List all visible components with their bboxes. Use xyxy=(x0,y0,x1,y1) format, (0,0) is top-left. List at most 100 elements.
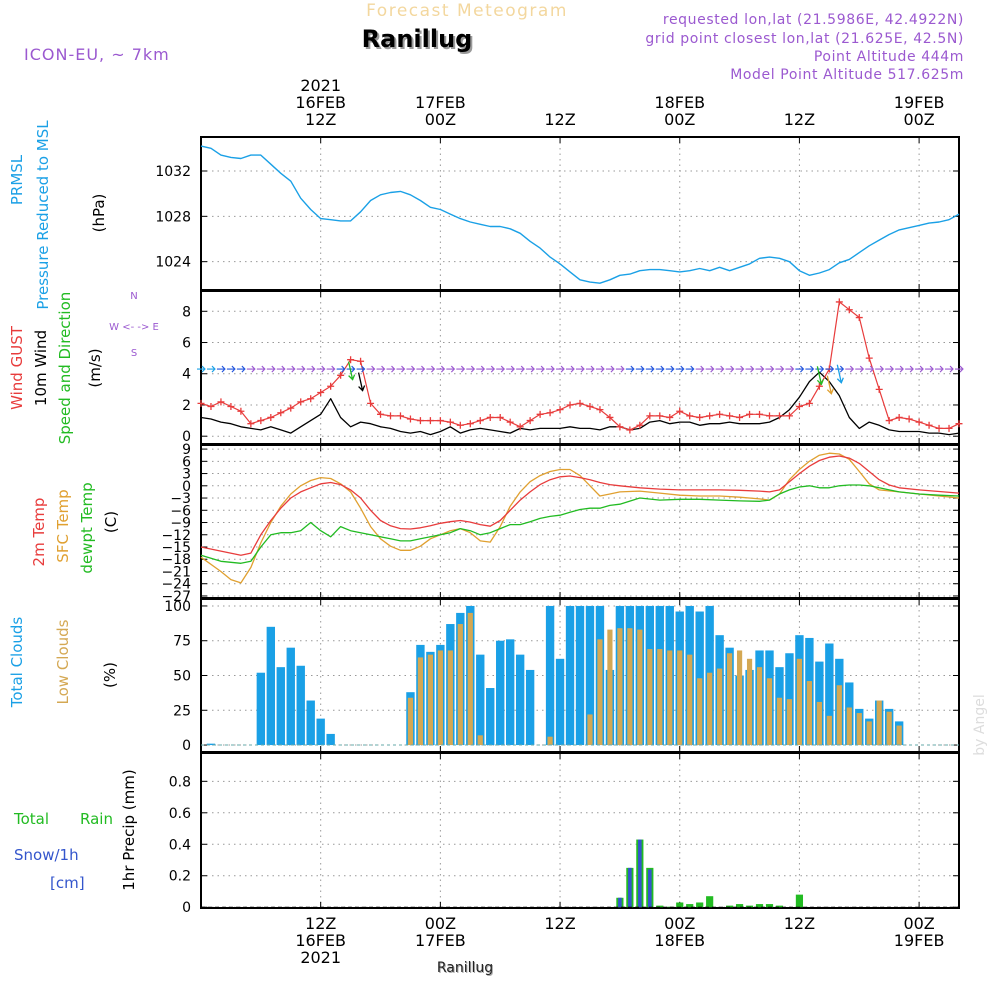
gust-marker xyxy=(596,406,604,414)
wind-direction-arrow xyxy=(236,365,246,373)
wind-direction-arrow xyxy=(506,365,515,373)
low-cloud-bar xyxy=(856,713,862,746)
y-tick-label: 8 xyxy=(182,304,191,320)
low-cloud-bar xyxy=(896,725,902,746)
wind-direction-arrow xyxy=(845,365,855,373)
low-cloud-bar xyxy=(756,667,763,746)
gust-marker xyxy=(197,399,205,407)
rain-bar xyxy=(735,904,744,908)
low-cloud-bar xyxy=(667,650,673,746)
gust-marker xyxy=(895,413,903,421)
low-cloud-bar xyxy=(736,650,743,746)
gust-marker xyxy=(516,423,524,431)
gust-marker xyxy=(835,298,843,306)
wind-direction-arrow xyxy=(546,365,555,373)
wind-direction-arrow xyxy=(266,365,276,373)
wind-direction-arrow xyxy=(775,365,785,373)
gust-marker xyxy=(955,420,963,428)
gust-marker xyxy=(327,382,335,390)
wind-direction-arrow xyxy=(945,365,954,373)
gust-marker xyxy=(606,413,614,421)
low-cloud-bar xyxy=(866,721,872,746)
gust-marker xyxy=(696,413,704,421)
low-cloud-bar xyxy=(467,612,473,746)
gust-marker xyxy=(227,403,235,411)
gust-marker xyxy=(815,382,823,390)
wind-direction-arrow xyxy=(246,365,256,373)
wind-direction-arrow xyxy=(226,365,236,373)
total-cloud-bar xyxy=(316,718,325,746)
gust-marker xyxy=(217,398,225,406)
wind-direction-arrow xyxy=(705,365,715,373)
location-title: Ranillug xyxy=(362,25,473,53)
wind-direction-arrow xyxy=(496,365,505,373)
peak-direction-arrow xyxy=(836,364,844,384)
grid-point-coords: grid point closest lon,lat (21.625E, 42.… xyxy=(645,31,964,47)
peak-direction-arrow xyxy=(347,361,356,381)
total-cloud-bar xyxy=(825,643,834,746)
wind-direction-arrow xyxy=(885,365,894,373)
total-cloud-bar xyxy=(496,640,505,746)
panel-frame xyxy=(200,752,960,909)
y-tick-label: 9 xyxy=(182,442,191,458)
low-cloud-bar xyxy=(427,654,433,746)
axis-label-hpa: (hPa) xyxy=(90,194,108,233)
total-cloud-bar xyxy=(486,688,495,746)
gust-marker xyxy=(357,357,365,365)
time-tick-label-bottom: 2021 xyxy=(300,948,341,967)
gust-marker xyxy=(307,395,315,403)
gust-marker xyxy=(875,385,883,393)
y-tick-label: −18 xyxy=(161,552,191,568)
y-tick-label: 75 xyxy=(173,634,191,650)
total-cloud-bar xyxy=(555,658,565,746)
gust-marker xyxy=(676,407,684,415)
low-cloud-bar xyxy=(547,736,553,746)
gust-marker xyxy=(367,399,375,407)
model-altitude: Model Point Altitude 517.625m xyxy=(730,67,964,83)
wind-direction-arrow xyxy=(905,365,914,373)
low-cloud-bar xyxy=(587,714,593,746)
low-cloud-bar xyxy=(766,678,773,746)
low-cloud-bar xyxy=(687,654,693,746)
y-tick-label: 0 xyxy=(182,738,191,754)
wind-direction-arrow xyxy=(446,365,456,373)
rain-bar xyxy=(676,902,684,908)
gust-marker xyxy=(207,403,215,411)
low-cloud-bar xyxy=(407,697,414,746)
low-cloud-bar xyxy=(457,624,463,746)
rain-bar xyxy=(706,896,714,908)
wind-direction-arrow xyxy=(745,365,755,373)
wind-direction-arrow xyxy=(635,365,645,373)
wind-direction-arrow xyxy=(935,365,944,373)
wind-direction-arrow xyxy=(486,365,496,373)
legend-cm: [cm] xyxy=(50,874,85,892)
gust-marker xyxy=(526,417,534,425)
wind-direction-arrow xyxy=(695,365,705,373)
wind-direction-arrow xyxy=(865,365,875,373)
y-tick-label: 0 xyxy=(182,429,191,445)
gust-marker xyxy=(436,417,444,425)
y-tick-label: 0.6 xyxy=(169,806,191,822)
time-tick-label-top: 00Z xyxy=(425,110,456,129)
y-tick-label: 0 xyxy=(182,900,191,916)
snow-bar xyxy=(638,839,642,908)
y-tick-label: 25 xyxy=(173,703,191,719)
requested-coords: requested lon,lat (21.5986E, 42.4922N) xyxy=(663,12,964,28)
time-tick-label-bottom: 19FEB xyxy=(894,931,945,950)
gust-marker xyxy=(766,412,773,420)
peak-direction-arrow xyxy=(816,366,824,386)
gust-marker xyxy=(566,401,574,409)
low-cloud-bar xyxy=(826,715,832,746)
wind-direction-arrow xyxy=(645,365,655,373)
gust-marker xyxy=(795,403,803,411)
wind-direction-arrow xyxy=(855,365,865,373)
compass-north: N xyxy=(130,291,137,302)
axis-label-sfc-temp: SFC Temp xyxy=(54,489,72,562)
wind-direction-arrow xyxy=(336,365,346,373)
total-cloud-bar xyxy=(326,733,335,746)
total-cloud-bar xyxy=(525,669,535,746)
wind-direction-arrow xyxy=(396,365,406,373)
wind-direction-arrow xyxy=(406,365,416,373)
peak-direction-arrow xyxy=(826,375,834,395)
low-cloud-bar xyxy=(617,628,623,746)
